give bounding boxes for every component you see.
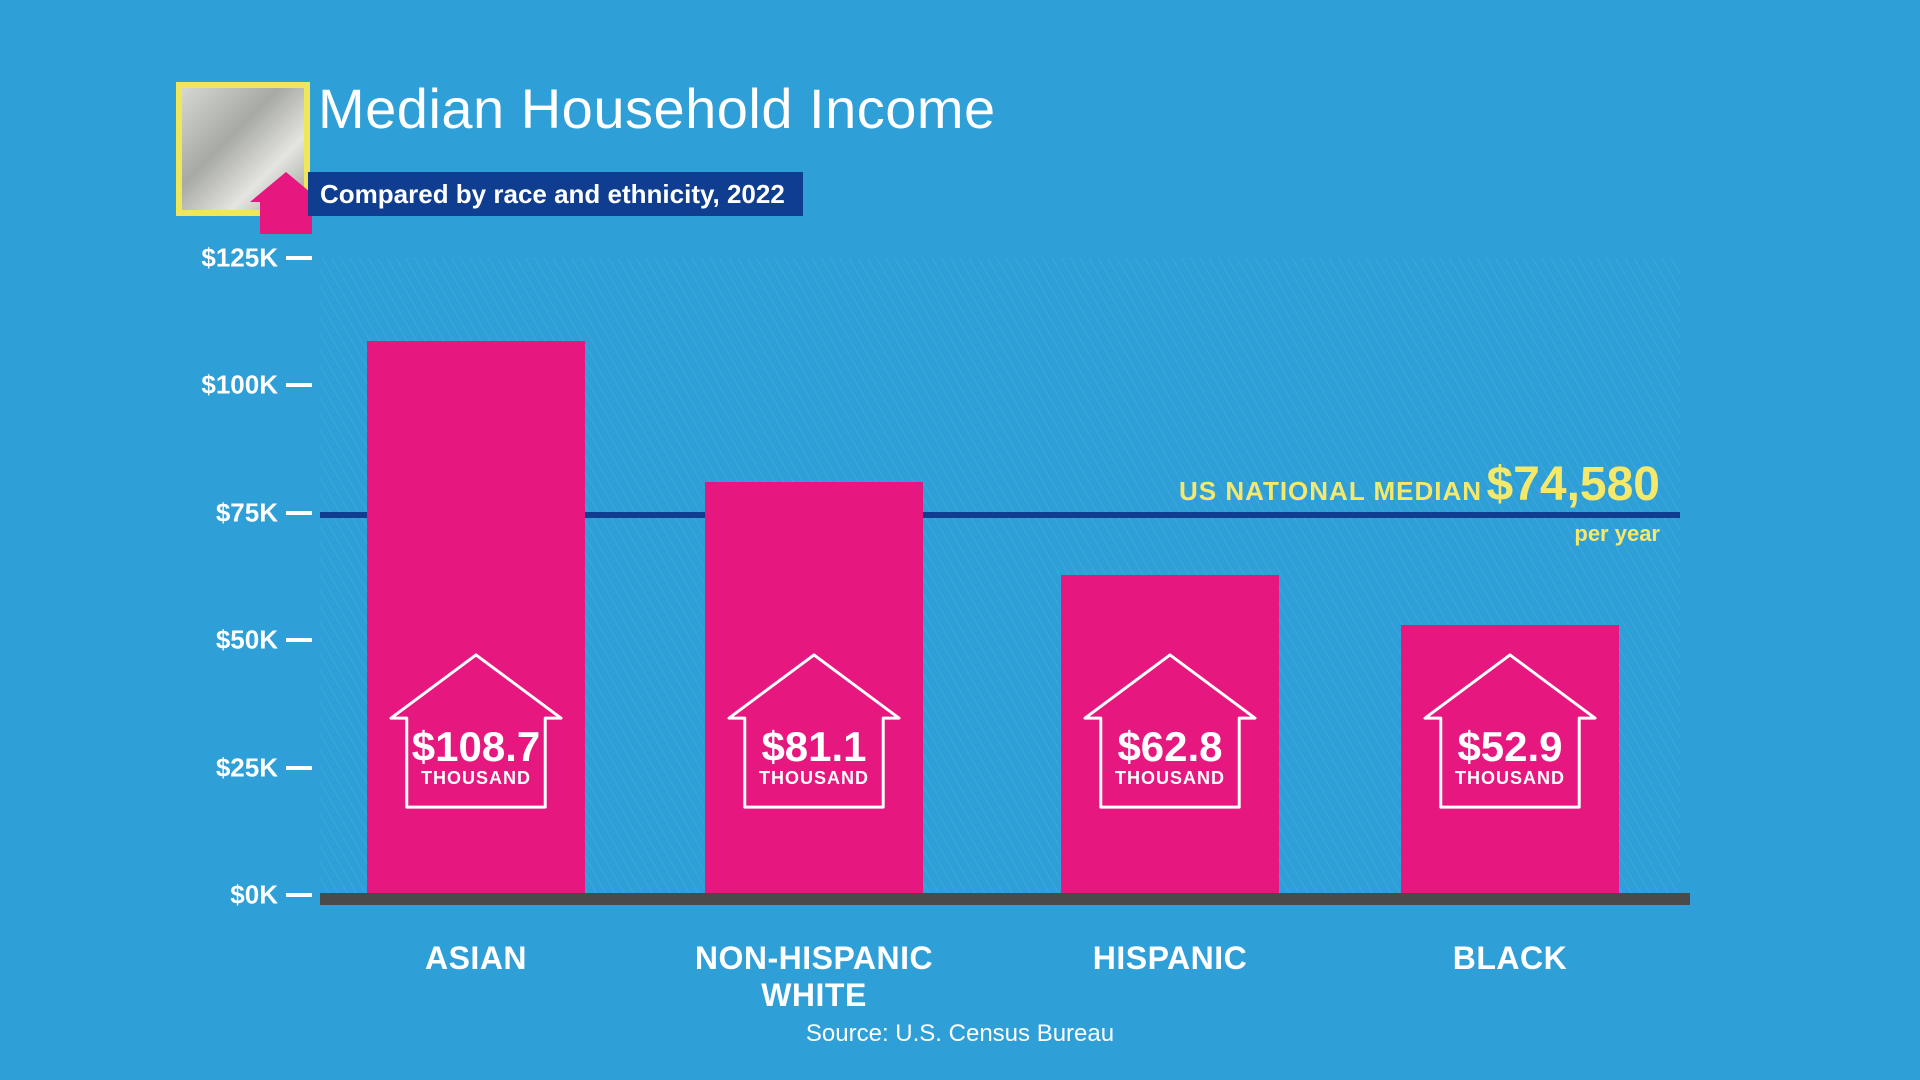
x-axis-label: NON-HISPANIC WHITE — [644, 940, 984, 1014]
x-axis-label: BLACK — [1340, 940, 1680, 977]
source-text: Source: U.S. Census Bureau — [806, 1020, 1114, 1048]
y-axis-tick — [286, 511, 312, 515]
bar-value: $108.7 — [387, 726, 565, 768]
national-median-label: US NATIONAL MEDIAN $74,580 — [1179, 457, 1660, 512]
y-axis-tick — [286, 893, 312, 897]
chart-canvas: Median Household Income Compared by race … — [0, 0, 1920, 1080]
median-prefix: US NATIONAL MEDIAN — [1179, 476, 1482, 506]
chart-subtitle: Compared by race and ethnicity, 2022 — [308, 172, 803, 216]
y-axis-label: $125K — [170, 243, 278, 274]
bar-unit: THOUSAND — [1081, 768, 1259, 789]
x-axis-label: HISPANIC — [1000, 940, 1340, 977]
bar: $108.7THOUSAND — [367, 341, 585, 895]
y-axis-tick — [286, 256, 312, 260]
y-axis-tick — [286, 383, 312, 387]
bar-value-wrap: $52.9THOUSAND — [1421, 726, 1599, 789]
y-axis-label: $25K — [170, 752, 278, 783]
bar-unit: THOUSAND — [725, 768, 903, 789]
bar: $62.8THOUSAND — [1061, 575, 1279, 895]
bar: $81.1THOUSAND — [705, 482, 923, 895]
y-axis-label: $75K — [170, 497, 278, 528]
bar-value-house: $81.1THOUSAND — [725, 648, 903, 823]
x-axis-label: ASIAN — [306, 940, 646, 977]
median-amount: $74,580 — [1486, 458, 1660, 511]
bar-unit: THOUSAND — [1421, 768, 1599, 789]
bar-value: $81.1 — [725, 726, 903, 768]
bar-value-wrap: $62.8THOUSAND — [1081, 726, 1259, 789]
y-axis-label: $0K — [170, 880, 278, 911]
bar-value: $52.9 — [1421, 726, 1599, 768]
y-axis-label: $100K — [170, 370, 278, 401]
logo-frame — [176, 82, 310, 216]
bar-value: $62.8 — [1081, 726, 1259, 768]
national-median-sub: per year — [1574, 521, 1660, 547]
bar-value-house: $108.7THOUSAND — [387, 648, 565, 823]
bar-value-wrap: $108.7THOUSAND — [387, 726, 565, 789]
bar: $52.9THOUSAND — [1401, 625, 1619, 895]
bar-unit: THOUSAND — [387, 768, 565, 789]
bar-value-wrap: $81.1THOUSAND — [725, 726, 903, 789]
bar-value-house: $52.9THOUSAND — [1421, 648, 1599, 823]
y-axis-label: $50K — [170, 625, 278, 656]
chart-title: Median Household Income — [318, 76, 996, 141]
bar-value-house: $62.8THOUSAND — [1081, 648, 1259, 823]
y-axis-tick — [286, 766, 312, 770]
x-axis-baseline — [320, 893, 1690, 905]
y-axis-tick — [286, 638, 312, 642]
